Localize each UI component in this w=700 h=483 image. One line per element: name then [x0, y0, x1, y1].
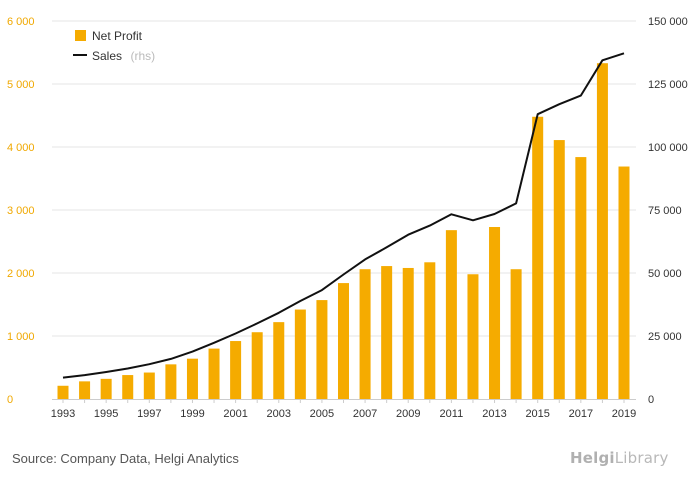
legend-sales-name: Sales	[92, 49, 122, 63]
x-tick-label: 2005	[310, 408, 334, 420]
logo-suffix: Library	[614, 449, 669, 467]
net-profit-bar	[338, 283, 349, 399]
logo-prefix: Helgi	[570, 449, 615, 467]
net-profit-bar	[79, 381, 91, 399]
x-tick-label: 2003	[267, 408, 291, 420]
net-profit-bar	[596, 63, 608, 400]
net-profit-bar	[618, 166, 630, 399]
net-profit-bar	[445, 230, 457, 399]
x-tick-label: 2015	[525, 408, 549, 420]
net-profit-bar	[510, 269, 522, 399]
legend-sales-rhs: (rhs)	[130, 49, 155, 63]
x-tick-label: 1993	[51, 408, 75, 420]
y-left-tick-label: 0	[7, 394, 13, 406]
net-profit-bar	[143, 372, 155, 399]
x-tick-label: 2007	[353, 408, 377, 420]
x-tick-label: 1995	[94, 408, 118, 420]
y-right-tick-label: 50 000	[648, 268, 682, 280]
net-profit-bar	[208, 348, 220, 399]
y-left-tick-label: 6 000	[7, 16, 35, 28]
source-note: Source: Company Data, Helgi Analytics	[12, 451, 239, 466]
net-profit-bar	[553, 140, 565, 399]
net-profit-bar	[381, 266, 393, 399]
y-right-tick-label: 125 000	[648, 79, 688, 91]
net-profit-bar	[186, 358, 198, 399]
net-profit-bar	[122, 375, 134, 399]
x-tick-label: 2019	[612, 408, 636, 420]
legend-swatch-net-profit	[75, 30, 86, 41]
net-profit-bar	[402, 267, 414, 399]
net-profit-bar	[359, 269, 371, 399]
net-profit-bar	[230, 341, 242, 399]
y-left-tick-label: 4 000	[7, 142, 35, 154]
legend-label-net-profit: Net Profit	[92, 29, 143, 43]
net-profit-bar	[251, 332, 263, 399]
x-tick-label: 1997	[137, 408, 161, 420]
net-profit-bar	[467, 274, 479, 399]
helgi-library-logo: HelgiLibrary	[570, 449, 669, 467]
legend-label-sales: Sales (rhs)	[92, 47, 155, 64]
y-right-tick-label: 75 000	[648, 205, 682, 217]
net-profit-bar	[57, 385, 69, 399]
y-right-tick-label: 0	[648, 394, 654, 406]
net-profit-bar	[489, 227, 501, 399]
sales-line	[62, 52, 625, 379]
x-tick-label: 1999	[180, 408, 204, 420]
net-profit-bar	[273, 322, 285, 399]
x-tick-label: 2011	[440, 408, 464, 420]
legend: Net Profit Sales (rhs)	[73, 29, 155, 64]
net-profit-bar	[575, 157, 587, 399]
x-tick-label: 2017	[569, 408, 593, 420]
y-left-tick-label: 1 000	[7, 331, 35, 343]
y-right-tick-label: 100 000	[648, 142, 688, 154]
net-profit-bar	[165, 364, 177, 399]
y-right-tick-label: 25 000	[648, 331, 682, 343]
net-profit-bar	[424, 262, 436, 399]
sales-line-group	[62, 52, 625, 379]
net-profit-bar	[532, 116, 544, 399]
y-right-tick-label: 150 000	[648, 16, 688, 28]
net-profit-bar	[316, 300, 328, 399]
x-tick-label: 2009	[396, 408, 420, 420]
y-left-tick-label: 5 000	[7, 79, 35, 91]
net-profit-bar	[100, 378, 112, 399]
net-profit-bar	[294, 309, 306, 399]
net-profit-bars	[57, 63, 630, 400]
x-tick-label: 2001	[223, 408, 247, 420]
y-left-tick-label: 3 000	[7, 205, 35, 217]
x-tick-label: 2013	[482, 408, 506, 420]
axes: 0 1 000 2 000 3 000 4 000 5 000 6 000 0 25 000 50…	[7, 16, 688, 420]
y-left-tick-label: 2 000	[7, 268, 35, 280]
